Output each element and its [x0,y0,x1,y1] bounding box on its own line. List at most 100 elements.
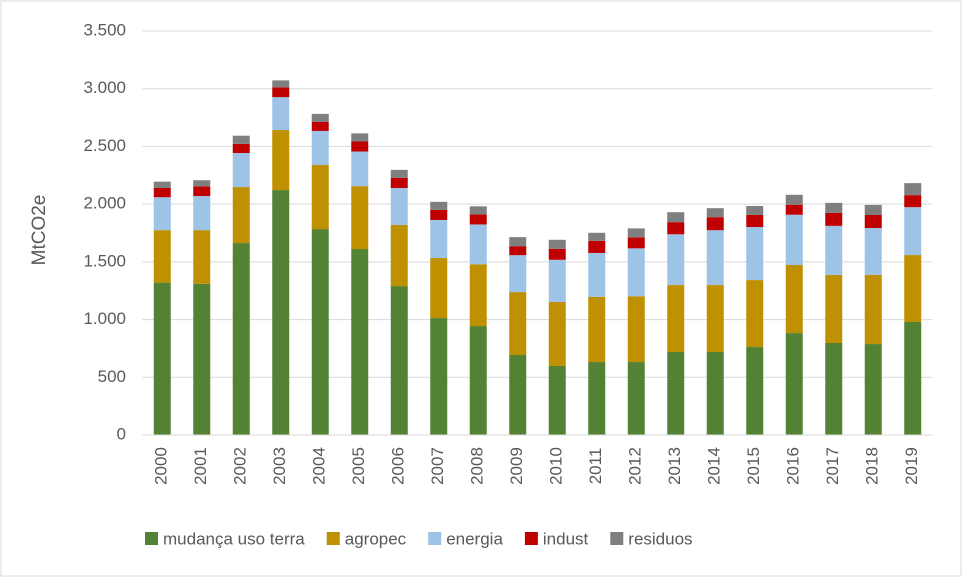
bar-segment [430,318,448,435]
bar-segment [311,121,329,131]
x-tick-label: 2001 [191,447,210,485]
x-tick-label: 2017 [823,447,842,485]
x-tick-label: 2019 [902,447,921,485]
bar-segment [232,187,250,244]
y-tick-label: 500 [98,367,126,386]
x-tick-label: 2005 [349,447,368,485]
bar-segment [193,283,211,435]
y-tick-label: 2.500 [83,136,126,155]
bar-segment [469,224,487,265]
x-tick-label: 2016 [784,447,803,485]
bar-segment [193,180,211,187]
bar-segment [311,113,329,122]
bar-segment [390,177,408,188]
bar-segment [153,282,171,435]
bar-segment [430,209,448,220]
bar-segment [904,255,922,322]
bar-segment [351,186,369,250]
bar-segment [509,292,527,356]
bar-segment [864,204,882,215]
x-tick-label: 2002 [231,447,250,485]
bar-segment [153,181,171,188]
bar-segment [548,365,566,435]
x-tick-label: 2013 [665,447,684,485]
bar-segment [311,229,329,435]
bar-segment [509,246,527,256]
bar-segment [232,143,250,154]
bar-segment [627,248,645,297]
bar-segment [825,212,843,226]
bar-segment [272,80,290,88]
bar-segment [548,259,566,302]
bar-segment [390,224,408,287]
bar-segment [153,230,171,283]
x-tick-label: 2000 [152,447,171,485]
bar-segment [825,225,843,275]
bar-segment [193,196,211,231]
bar-segment [667,352,685,435]
bar-segment [548,239,566,249]
bar-segment [627,296,645,363]
bar-segment [667,212,685,223]
bar-segment [430,219,448,259]
legend-label: energia [446,529,503,548]
bar-segment [904,195,922,208]
bar-segment [153,197,171,231]
bar-segment [351,141,369,152]
bar-segment [469,214,487,225]
legend-swatch [610,532,624,545]
bar-segment [588,252,606,297]
bar-segment [153,187,171,198]
x-tick-label: 2004 [310,447,329,485]
bar-segment [390,286,408,435]
bar-segment [469,264,487,327]
x-tick-label: 2014 [705,447,724,485]
x-tick-label: 2010 [547,447,566,485]
bar-segment [311,130,329,166]
bar-segment [509,355,527,435]
bar-segment [667,234,685,286]
x-tick-label: 2009 [507,447,526,485]
x-tick-label: 2011 [586,448,605,485]
bar-segment [825,274,843,344]
legend-swatch [524,532,538,545]
bar-segment [509,255,527,293]
bar-segment [627,362,645,435]
x-tick-label: 2018 [863,447,882,485]
bar-segment [272,130,290,191]
legend-swatch [428,532,442,545]
bar-segment [864,344,882,435]
bar-segment [746,205,764,215]
y-tick-label: 3.000 [83,78,126,97]
bar-segment [785,333,803,435]
x-tick-label: 2008 [468,447,487,485]
bar-segment [311,165,329,230]
bar-segment [548,248,566,260]
bar-segment [232,153,250,188]
y-tick-label: 1.000 [83,309,126,328]
bar-segment [232,243,250,435]
bar-segment [746,280,764,348]
bar-segment [706,217,724,231]
bar-segment [904,207,922,256]
bar-segment [785,204,803,215]
bar-segment [588,362,606,435]
bar-segment [272,87,290,98]
bar-segment [193,186,211,197]
bar-segment [864,214,882,229]
bar-segment [904,183,922,196]
x-tick-label: 2007 [428,447,447,485]
legend-label: residuos [628,529,692,548]
bar-segment [706,208,724,218]
legend-label: agropec [345,529,407,548]
bar-segment [904,321,922,435]
bar-segment [588,296,606,363]
y-tick-label: 1.500 [83,251,126,270]
x-tick-label: 2006 [389,447,408,485]
bar-segment [588,232,606,241]
y-tick-label: 2.000 [83,194,126,213]
y-axis-label: MtCO2e [29,195,50,266]
bar-segment [430,201,448,210]
bar-segment [390,187,408,225]
bar-segment [548,301,566,366]
